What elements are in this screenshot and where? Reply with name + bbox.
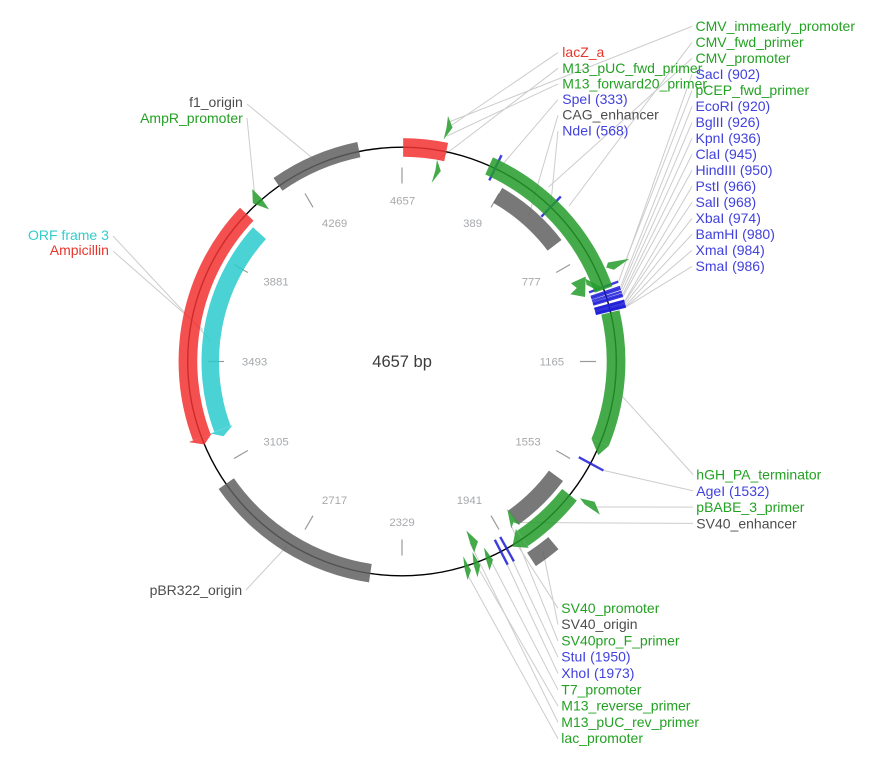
svg-text:XhoI (1973): XhoI (1973)	[561, 665, 634, 681]
svg-text:BamHI (980): BamHI (980)	[696, 226, 775, 242]
svg-text:SpeI (333): SpeI (333)	[562, 91, 627, 107]
svg-text:SV40_origin: SV40_origin	[561, 616, 637, 632]
svg-text:lacZ_a: lacZ_a	[562, 44, 604, 60]
svg-text:M13_forward20_primer: M13_forward20_primer	[562, 75, 707, 91]
svg-text:M13_pUC_rev_primer: M13_pUC_rev_primer	[561, 714, 699, 730]
svg-text:StuI (1950): StuI (1950)	[561, 649, 630, 665]
svg-text:SalI (968): SalI (968)	[696, 194, 757, 210]
svg-text:SmaI (986): SmaI (986)	[696, 258, 765, 274]
svg-text:SacI (902): SacI (902)	[696, 66, 761, 82]
svg-text:3105: 3105	[263, 437, 288, 449]
svg-text:HindIII (950): HindIII (950)	[696, 162, 773, 178]
svg-text:2717: 2717	[322, 495, 347, 507]
svg-text:hGH_PA_terminator: hGH_PA_terminator	[696, 467, 821, 483]
svg-text:4657 bp: 4657 bp	[372, 353, 432, 371]
svg-text:AmpR_promoter: AmpR_promoter	[140, 110, 243, 126]
svg-text:1553: 1553	[515, 437, 540, 449]
svg-text:CAG_enhancer: CAG_enhancer	[562, 107, 659, 123]
svg-text:SV40pro_F_primer: SV40pro_F_primer	[561, 632, 680, 648]
svg-text:T7_promoter: T7_promoter	[561, 681, 641, 697]
svg-text:KpnI (936): KpnI (936)	[696, 130, 761, 146]
svg-text:1941: 1941	[457, 495, 482, 507]
svg-text:CMV_promoter: CMV_promoter	[696, 50, 791, 66]
svg-text:3881: 3881	[263, 277, 288, 289]
svg-text:lac_promoter: lac_promoter	[561, 730, 643, 746]
svg-text:SV40_enhancer: SV40_enhancer	[696, 515, 797, 531]
svg-text:3493: 3493	[242, 357, 267, 369]
svg-text:XbaI (974): XbaI (974)	[696, 210, 761, 226]
svg-text:389: 389	[463, 218, 482, 230]
svg-text:EcoRI (920): EcoRI (920)	[696, 98, 771, 114]
svg-text:f1_origin: f1_origin	[189, 94, 243, 110]
svg-text:CMV_immearly_promoter: CMV_immearly_promoter	[696, 18, 856, 34]
svg-text:ClaI (945): ClaI (945)	[696, 146, 757, 162]
svg-text:PstI (966): PstI (966)	[696, 178, 757, 194]
svg-text:pCEP_fwd_primer: pCEP_fwd_primer	[696, 82, 810, 98]
svg-text:AgeI (1532): AgeI (1532)	[696, 483, 769, 499]
svg-text:4269: 4269	[322, 218, 347, 230]
svg-text:BglII (926): BglII (926)	[696, 114, 761, 130]
svg-text:777: 777	[522, 277, 541, 289]
svg-text:SV40_promoter: SV40_promoter	[561, 600, 659, 616]
svg-text:M13_reverse_primer: M13_reverse_primer	[561, 698, 690, 714]
svg-text:CMV_fwd_primer: CMV_fwd_primer	[696, 34, 804, 50]
svg-text:pBABE_3_primer: pBABE_3_primer	[696, 499, 805, 515]
svg-text:M13_pUC_fwd_primer: M13_pUC_fwd_primer	[562, 60, 702, 76]
svg-text:Ampicillin: Ampicillin	[50, 242, 109, 258]
svg-text:4657: 4657	[390, 195, 415, 207]
svg-text:2329: 2329	[389, 517, 414, 529]
svg-text:1165: 1165	[540, 356, 565, 368]
svg-text:ORF frame 3: ORF frame 3	[28, 227, 109, 243]
svg-text:NdeI (568): NdeI (568)	[562, 122, 628, 138]
svg-text:pBR322_origin: pBR322_origin	[150, 582, 243, 598]
svg-text:XmaI (984): XmaI (984)	[696, 242, 765, 258]
